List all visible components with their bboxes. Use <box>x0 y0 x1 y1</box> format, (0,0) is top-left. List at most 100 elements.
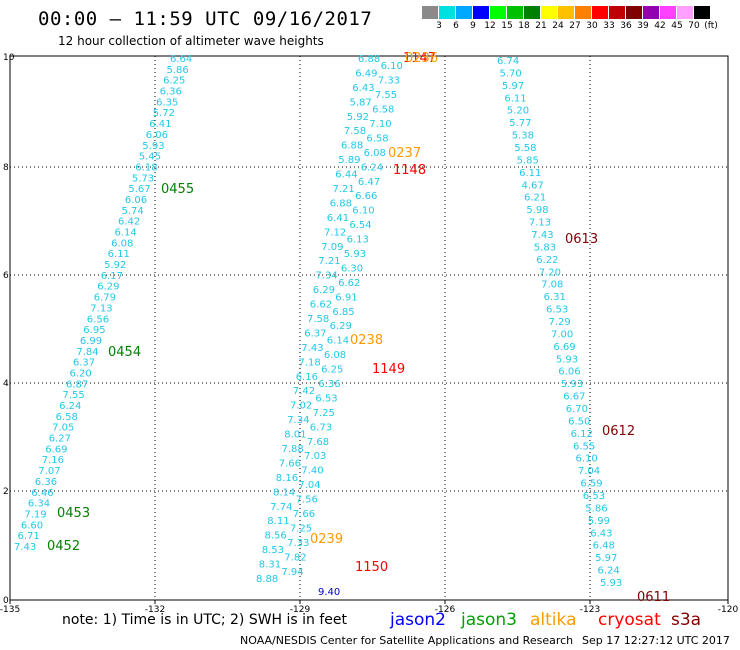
scale-label: 33 <box>603 21 615 31</box>
y-tick-label: 6 <box>3 271 9 281</box>
wave-height-value: 7.25 <box>313 408 335 419</box>
scale-label: 15 <box>501 21 513 31</box>
wave-height-value: 7.58 <box>344 126 366 137</box>
wave-height-value: 7.19 <box>24 510 46 521</box>
wave-height-value: 6.24 <box>598 566 620 577</box>
wave-height-value: 6.64 <box>170 54 192 65</box>
scale-label: 21 <box>535 21 547 31</box>
scale-label: 36 <box>620 21 632 31</box>
wave-height-value: 6.56 <box>87 314 109 325</box>
wave-height-value: 5.89 <box>338 155 360 166</box>
wave-height-value: 6.13 <box>347 235 369 246</box>
wave-height-value: 6.54 <box>349 220 371 231</box>
wave-height-value: 6.49 <box>355 68 377 79</box>
wave-height-value: 5.93 <box>561 379 583 390</box>
wave-height-value: 6.69 <box>553 342 575 353</box>
wave-height-value: 5.83 <box>534 242 556 253</box>
scale-swatch <box>524 6 540 19</box>
wave-height-value: 6.29 <box>330 321 352 332</box>
wave-height-value: 6.70 <box>566 404 588 415</box>
wave-height-value: 5.87 <box>350 97 372 108</box>
wave-height-value: 6.29 <box>313 285 335 296</box>
footer-timestamp: Sep 17 12:27:12 UTC 2017 <box>582 634 730 647</box>
pass-time-label: 0613 <box>565 232 598 247</box>
wave-height-value: 6.46 <box>31 488 53 499</box>
pass-time-label: 0454 <box>108 345 141 360</box>
wave-height-value: 6.08 <box>364 148 386 159</box>
wave-height-value: 5.86 <box>585 503 607 514</box>
wave-height-value: 5.97 <box>595 553 617 564</box>
footer-credit: NOAA/NESDIS Center for Satellite Applica… <box>240 634 574 647</box>
wave-height-value: 7.13 <box>529 218 551 229</box>
y-tick-label: 0 <box>3 596 9 606</box>
wave-height-value: 6.10 <box>576 454 598 465</box>
wave-height-value: 5.73 <box>132 173 154 184</box>
wave-height-value: 7.21 <box>318 256 340 267</box>
wave-height-value: 7.66 <box>279 458 301 469</box>
pass-time-label: 0611 <box>637 590 670 605</box>
x-tick-label: -120 <box>718 605 739 615</box>
scale-label: 24 <box>552 21 564 31</box>
pass-time-label: 0612 <box>602 424 635 439</box>
wave-height-value: 7.09 <box>321 242 343 253</box>
wave-height-value: 6.25 <box>321 365 343 376</box>
wave-height-value: 6.99 <box>80 336 102 347</box>
scale-label: 9 <box>470 21 476 31</box>
wave-height-value: 7.43 <box>531 230 553 241</box>
wave-height-value: 6.10 <box>381 61 403 72</box>
wave-height-value: 6.12 <box>571 429 593 440</box>
wave-height-value: 5.93 <box>600 578 622 589</box>
wave-height-value: 6.58 <box>372 105 394 116</box>
wave-height-value: 7.10 <box>369 119 391 130</box>
wave-height-value: 5.70 <box>500 68 522 79</box>
scale-swatch <box>558 6 574 19</box>
wave-height-value: 7.07 <box>38 466 60 477</box>
pass-time-label: 1150 <box>355 560 388 575</box>
scale-label: 6 <box>453 21 459 31</box>
wave-height-value: 6.27 <box>49 434 71 445</box>
scale-swatch <box>575 6 591 19</box>
wave-height-value: 6.71 <box>18 531 40 542</box>
plot-frame <box>9 55 729 601</box>
wave-height-value: 6.06 <box>125 195 147 206</box>
wave-height-value: 5.92 <box>104 260 126 271</box>
wave-height-value: 6.11 <box>519 168 541 179</box>
wave-height-value: 6.29 <box>97 282 119 293</box>
x-tick-label: -129 <box>290 605 311 615</box>
wave-height-value: 6.44 <box>335 170 357 181</box>
wave-height-value: 6.34 <box>28 499 50 510</box>
wave-height-value: 6.69 <box>45 444 67 455</box>
wave-height-value: 6.35 <box>156 97 178 108</box>
satellite-legend-s3a: s3a <box>671 610 702 630</box>
wave-height-value: 6.87 <box>66 379 88 390</box>
page-subtitle: 12 hour collection of altimeter wave hei… <box>58 34 324 48</box>
wave-height-value: 5.92 <box>347 112 369 123</box>
wave-height-value: 7.82 <box>284 552 306 563</box>
pass-time-label: 0238 <box>350 333 383 348</box>
wave-height-value: 6.55 <box>573 441 595 452</box>
scale-label: (ft) <box>704 21 718 31</box>
wave-height-value: 7.08 <box>541 280 563 291</box>
wave-height-value: 7.34 <box>287 415 309 426</box>
wave-height-value: 6.06 <box>558 367 580 378</box>
wave-height-value: 6.16 <box>296 372 318 383</box>
wave-height-value: 6.37 <box>304 328 326 339</box>
wave-height-value: 8.11 <box>267 516 289 527</box>
x-tick-label: -123 <box>580 605 600 615</box>
wave-height-value: 7.29 <box>549 317 571 328</box>
wave-height-value: 6.37 <box>73 358 95 369</box>
wave-height-value: 6.41 <box>327 213 349 224</box>
y-tick-label: 10 <box>3 53 15 63</box>
wave-height-value: 5.93 <box>556 354 578 365</box>
wave-height-value: 7.00 <box>551 329 573 340</box>
wave-height-value: 6.21 <box>524 193 546 204</box>
y-tick-label: 8 <box>3 163 9 173</box>
wave-height-value: 5.97 <box>502 81 524 92</box>
scale-label: 18 <box>518 21 530 31</box>
y-tick-labels: 0 2 4 6 8 10 <box>3 53 15 606</box>
scale-label: 3 <box>436 21 442 31</box>
scale-swatch <box>660 6 676 19</box>
wave-height-value: 8.53 <box>262 545 284 556</box>
wave-height-value: 6.24 <box>59 401 81 412</box>
wave-height-value: 6.25 <box>163 76 185 87</box>
